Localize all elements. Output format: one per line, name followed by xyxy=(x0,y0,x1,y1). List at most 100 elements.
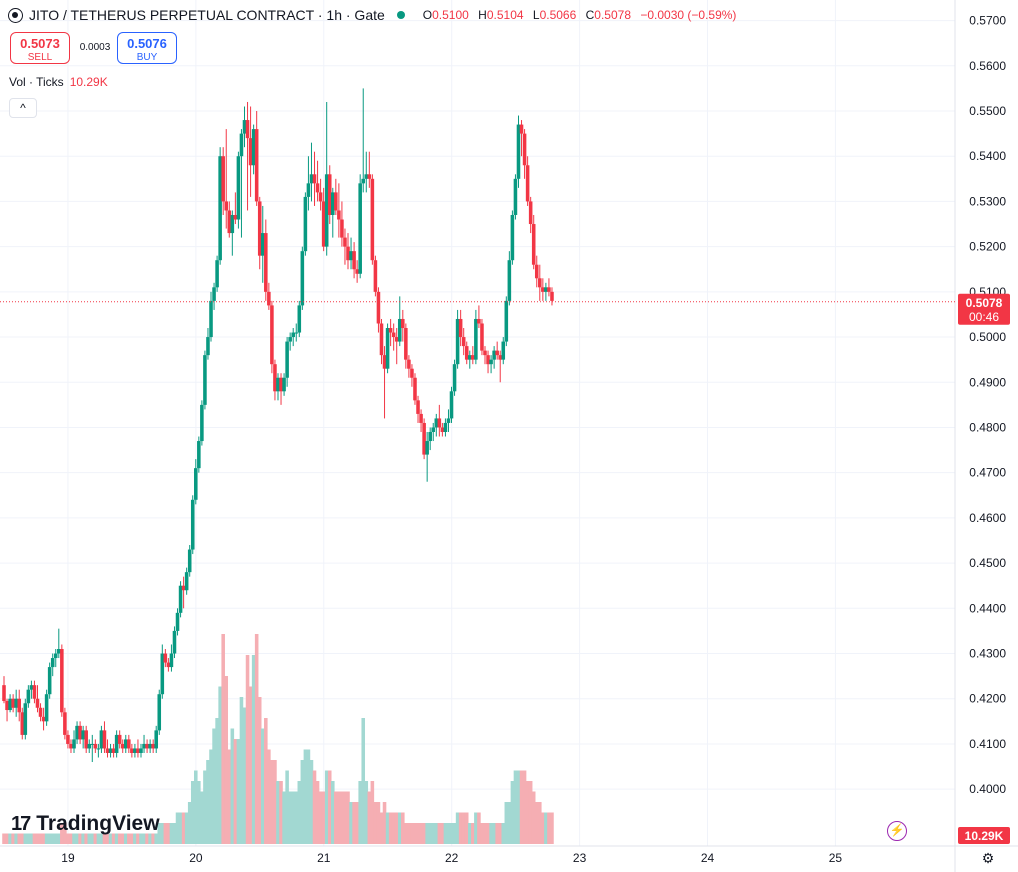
volume-bar xyxy=(312,770,317,844)
volume-bar xyxy=(139,833,143,844)
volume-bar xyxy=(233,739,238,844)
buy-button[interactable]: 0.5076 BUY xyxy=(117,32,177,64)
volume-bar xyxy=(324,770,329,844)
candle-body xyxy=(461,337,466,347)
volume-bar xyxy=(516,770,521,844)
candle-body xyxy=(267,291,271,306)
ohlc-open-key: O xyxy=(422,8,433,22)
volume-bar xyxy=(495,823,499,844)
ohlc-open-value: 0.5100 xyxy=(432,8,469,22)
candle-body xyxy=(483,350,487,356)
volume-bar xyxy=(190,781,195,844)
volume-bar xyxy=(17,833,22,844)
volume-bar xyxy=(458,812,463,844)
volume-bar xyxy=(288,791,292,844)
chart-header: JITO / TETHERUS PERPETUAL CONTRACT · 1h … xyxy=(8,7,736,23)
volume-bar xyxy=(245,655,250,844)
volume-bar xyxy=(544,812,548,844)
candle-body xyxy=(501,341,506,360)
candle-body xyxy=(172,630,177,654)
candle-body xyxy=(148,743,152,749)
candle-body xyxy=(425,441,429,455)
candle-body xyxy=(492,350,496,360)
volume-bar xyxy=(63,823,67,844)
volume-bar xyxy=(5,833,9,844)
volume-bar xyxy=(331,781,335,844)
candle-body xyxy=(218,156,222,261)
volume-bar xyxy=(212,728,216,844)
candle-body xyxy=(187,549,192,573)
candle-body xyxy=(236,156,241,220)
y-tick-label: 0.4900 xyxy=(969,375,1006,389)
candle-body xyxy=(260,233,265,256)
volume-bar xyxy=(464,812,469,844)
volume-bar xyxy=(221,634,225,844)
candle-body xyxy=(455,318,460,365)
volume-bar xyxy=(358,781,362,844)
y-tick-label: 0.4400 xyxy=(969,601,1006,615)
candle-body xyxy=(87,743,92,749)
candle-body xyxy=(528,201,533,225)
volume-bar xyxy=(251,655,256,844)
sell-label: SELL xyxy=(27,52,53,63)
lightning-icon[interactable]: ⚡ xyxy=(887,821,907,841)
volume-bar xyxy=(38,833,43,844)
candle-body xyxy=(413,377,417,401)
candle-body xyxy=(391,332,396,338)
candle-body xyxy=(498,355,503,360)
candle-body xyxy=(200,404,204,442)
tradingview-logo[interactable]: 17 TradingView xyxy=(11,812,160,836)
sell-button[interactable]: 0.5073 SELL xyxy=(10,32,70,64)
volume-bar xyxy=(355,802,359,844)
y-tick-label: 0.4600 xyxy=(969,511,1006,525)
candle-body xyxy=(419,413,423,423)
volume-bar xyxy=(309,760,314,844)
volume-bar xyxy=(522,770,527,844)
volume-bar xyxy=(370,781,375,844)
candle-body xyxy=(519,124,524,134)
candle-body xyxy=(397,318,402,342)
spread-value: 0.0003 xyxy=(79,42,111,53)
volume-bar xyxy=(318,791,323,844)
candle-body xyxy=(227,210,232,234)
candle-body xyxy=(239,133,244,157)
volume-bar xyxy=(528,781,533,844)
candle-body xyxy=(102,730,107,749)
volume-bar xyxy=(480,823,484,844)
volume-bar xyxy=(297,781,302,844)
candle-body xyxy=(72,739,76,749)
volume-bar xyxy=(111,833,116,844)
volume-bar xyxy=(434,823,439,844)
chevron-up-icon[interactable]: ^ xyxy=(9,98,37,118)
volume-bar xyxy=(416,823,420,844)
volume-bar xyxy=(273,760,277,844)
market-open-dot-icon xyxy=(396,11,405,19)
sell-price: 0.5073 xyxy=(20,36,60,51)
volume-bar xyxy=(44,833,49,844)
candle-body xyxy=(178,585,183,613)
volume-bar xyxy=(504,802,509,844)
gear-icon[interactable]: ⚙ xyxy=(981,850,995,866)
volume-bar xyxy=(452,823,457,844)
candle-body xyxy=(194,468,198,500)
x-tick-label: 25 xyxy=(829,851,843,865)
volume-bar xyxy=(142,833,146,844)
candle-body xyxy=(324,174,329,247)
volume-bar xyxy=(461,812,466,844)
volume-bar xyxy=(486,823,490,844)
candle-body xyxy=(407,359,411,369)
candle-body xyxy=(78,725,82,740)
volume-legend[interactable]: Vol · Ticks 10.29K xyxy=(9,75,108,89)
candle-body xyxy=(376,291,381,324)
volume-bar xyxy=(151,833,155,844)
volume-bar xyxy=(294,791,299,844)
candle-body xyxy=(458,318,463,338)
volume-bar xyxy=(379,812,384,844)
volume-bar xyxy=(120,833,125,844)
y-tick-label: 0.5300 xyxy=(969,194,1006,208)
candle-body xyxy=(221,156,225,202)
candle-body xyxy=(197,441,201,469)
candle-body xyxy=(224,201,229,211)
symbol-title[interactable]: JITO / TETHERUS PERPETUAL CONTRACT · 1h … xyxy=(29,7,385,23)
